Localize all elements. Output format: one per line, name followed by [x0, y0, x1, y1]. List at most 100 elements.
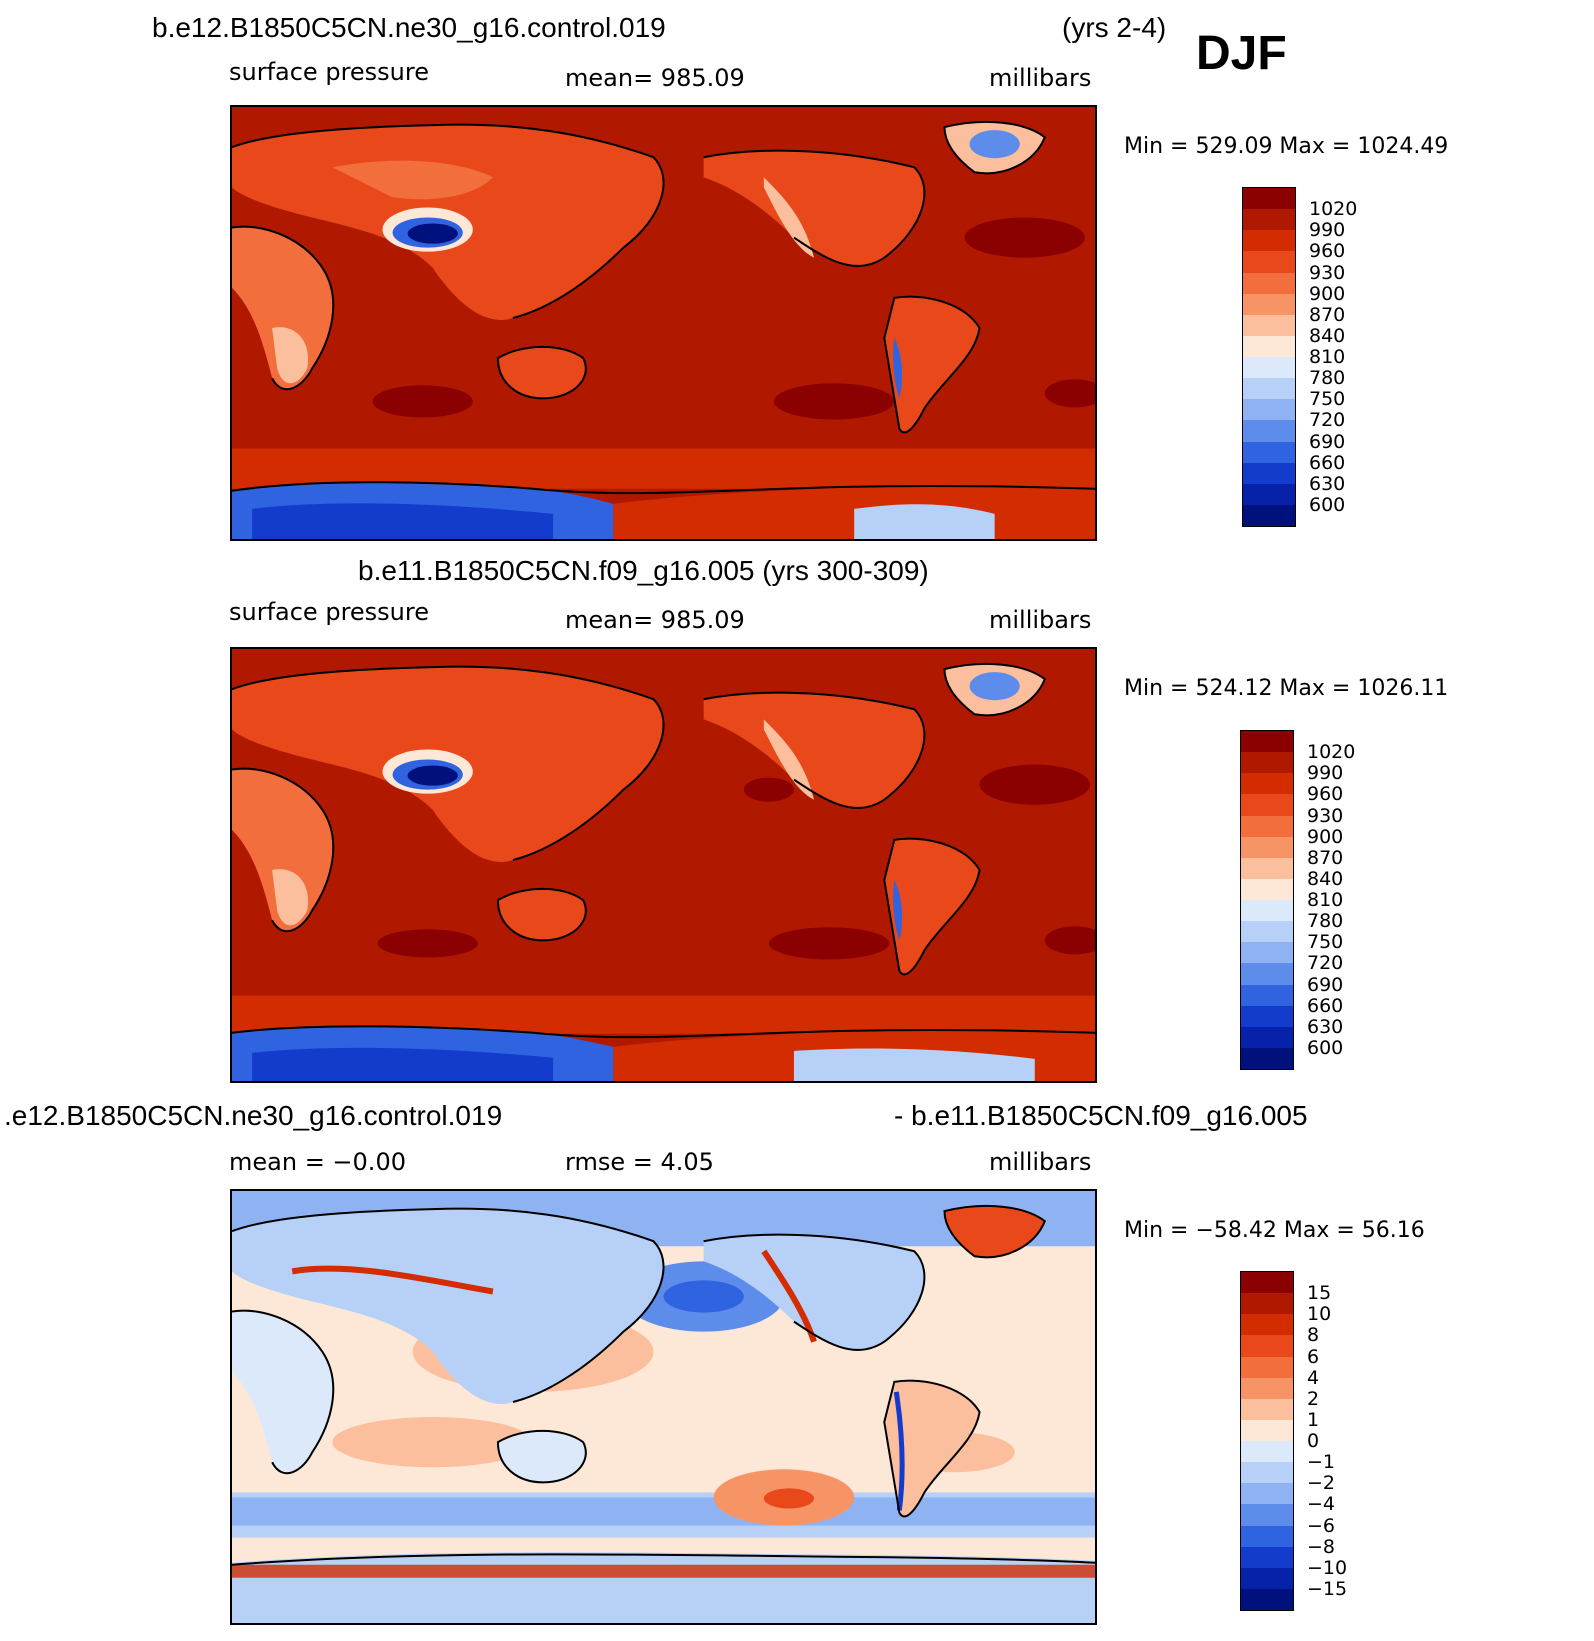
colorbar-swatch [1243, 441, 1295, 464]
colorbar-swatch [1241, 731, 1293, 754]
colorbar-swatch [1241, 1356, 1293, 1379]
colorbar-label: 0 [1307, 1430, 1320, 1452]
colorbar-swatch [1243, 314, 1295, 337]
colorbar-label: 630 [1309, 472, 1346, 495]
colorbar-label: 990 [1309, 219, 1346, 242]
colorbar-label: −2 [1307, 1472, 1336, 1495]
colorbar-label: 6 [1307, 1345, 1320, 1368]
colorbar-label: 900 [1307, 825, 1344, 848]
colorbar-label: 660 [1307, 994, 1344, 1017]
colorbar-swatch [1243, 420, 1295, 443]
panel2-variable: surface pressure [229, 598, 429, 626]
colorbar-swatch [1243, 272, 1295, 295]
panel1-minmax: Min = 529.09 Max = 1024.49 [1124, 134, 1449, 159]
colorbar-label: 930 [1307, 804, 1344, 827]
panel2-mean: mean= 985.09 [565, 606, 745, 634]
colorbar-swatch [1243, 504, 1295, 526]
panel3-colorbar: 15 10 8 6 4 2 1 0 −1 −2 −4 −6 −8 −10 −15 [1240, 1271, 1347, 1611]
colorbar-swatch [1241, 878, 1293, 901]
colorbar-swatch [1241, 1335, 1293, 1358]
colorbar-swatch [1243, 378, 1295, 401]
colorbar-swatch [1241, 1398, 1293, 1421]
diff-panel-title-right: - b.e11.B1850C5CN.f09_g16.005 [894, 1100, 1308, 1131]
colorbar-swatch [1241, 1314, 1293, 1337]
panel2-minmax: Min = 524.12 Max = 1026.11 [1124, 676, 1449, 701]
colorbar-label: 960 [1309, 240, 1346, 263]
colorbar-label: −10 [1307, 1556, 1348, 1579]
colorbar-swatch [1241, 1546, 1293, 1569]
colorbar-swatch [1241, 1441, 1293, 1464]
colorbar-swatch [1241, 1293, 1293, 1316]
diff-panel-title-left: .e12.B1850C5CN.ne30_g16.control.019 [4, 1100, 503, 1131]
panel1-mean: mean= 985.09 [565, 64, 745, 92]
colorbar-swatch [1241, 1567, 1293, 1590]
colorbar-swatch [1241, 1525, 1293, 1548]
colorbar-label: −8 [1307, 1535, 1336, 1558]
colorbar-swatch [1241, 1272, 1293, 1295]
colorbar-label: 870 [1309, 303, 1346, 326]
colorbar-label: 1020 [1309, 198, 1358, 221]
colorbar-label: 690 [1309, 430, 1346, 453]
colorbar-swatch [1243, 251, 1295, 274]
panel1-pressure-map [230, 105, 1097, 541]
colorbar-label: 960 [1307, 783, 1344, 806]
colorbar-swatch [1241, 1005, 1293, 1028]
colorbar-swatch [1241, 1377, 1293, 1400]
colorbar-swatch [1241, 1588, 1293, 1610]
colorbar-swatch [1241, 1047, 1293, 1069]
top-panel-title: b.e12.B1850C5CN.ne30_g16.control.019 [152, 12, 666, 43]
colorbar-label: 4 [1307, 1366, 1320, 1389]
colorbar-label: 660 [1309, 451, 1346, 474]
colorbar-label: 2 [1307, 1387, 1320, 1410]
colorbar-label: 1 [1307, 1408, 1320, 1431]
colorbar-label: 750 [1307, 931, 1344, 954]
colorbar-label: 810 [1307, 889, 1344, 911]
colorbar-label: 600 [1309, 493, 1346, 516]
colorbar-label: 15 [1307, 1282, 1332, 1305]
colorbar-swatch [1243, 209, 1295, 232]
colorbar-label: 780 [1307, 910, 1344, 933]
colorbar-label: −4 [1307, 1493, 1336, 1516]
colorbar-swatch [1243, 230, 1295, 253]
panel3-rmse: rmse = 4.05 [565, 1148, 714, 1176]
colorbar-label: 930 [1309, 261, 1346, 284]
panel3-mean: mean = −0.00 [229, 1148, 406, 1176]
colorbar-label: 750 [1309, 388, 1346, 411]
panel3-minmax: Min = −58.42 Max = 56.16 [1124, 1218, 1425, 1243]
panel1-colorbar: 1020 990 960 930 900 870 840 810 780 750 720 690 660… [1242, 187, 1357, 527]
colorbar-swatch [1243, 462, 1295, 485]
colorbar-swatch [1241, 1419, 1293, 1442]
panel2-colorbar: 1020 990 960 930 900 870 840 810 780 750 720 690 660… [1240, 730, 1355, 1070]
top-panel-years: (yrs 2-4) [1062, 12, 1167, 43]
panel2-units: millibars [989, 606, 1092, 634]
colorbar-swatch [1241, 921, 1293, 944]
colorbar-swatch [1241, 1483, 1293, 1506]
colorbar-swatch [1241, 794, 1293, 817]
colorbar-label: 690 [1307, 973, 1344, 996]
colorbar-swatch [1243, 293, 1295, 316]
colorbar-swatch [1241, 1504, 1293, 1527]
colorbar-swatch [1241, 857, 1293, 880]
colorbar-label: 10 [1307, 1303, 1332, 1326]
colorbar-label: 630 [1307, 1015, 1344, 1038]
colorbar-swatch [1241, 1026, 1293, 1049]
colorbar-label: −1 [1307, 1451, 1336, 1474]
colorbar-swatch [1241, 836, 1293, 859]
colorbar-swatch [1243, 483, 1295, 506]
colorbar-swatch [1241, 1462, 1293, 1485]
colorbar-swatch [1241, 900, 1293, 923]
colorbar-label: 990 [1307, 762, 1344, 785]
colorbar-swatch [1241, 815, 1293, 838]
colorbar-swatch [1243, 399, 1295, 422]
colorbar-swatch [1241, 984, 1293, 1007]
colorbar-label: −15 [1307, 1577, 1348, 1600]
colorbar-label: 8 [1307, 1324, 1320, 1347]
panel3-difference-map [230, 1189, 1097, 1625]
colorbar-label: −6 [1307, 1514, 1336, 1537]
colorbar-swatch [1241, 752, 1293, 775]
colorbar-swatch [1241, 942, 1293, 965]
season-label: DJF [1196, 27, 1287, 80]
colorbar-label: 900 [1309, 282, 1346, 305]
colorbar-swatch [1243, 335, 1295, 358]
colorbar-label: 780 [1309, 367, 1346, 390]
